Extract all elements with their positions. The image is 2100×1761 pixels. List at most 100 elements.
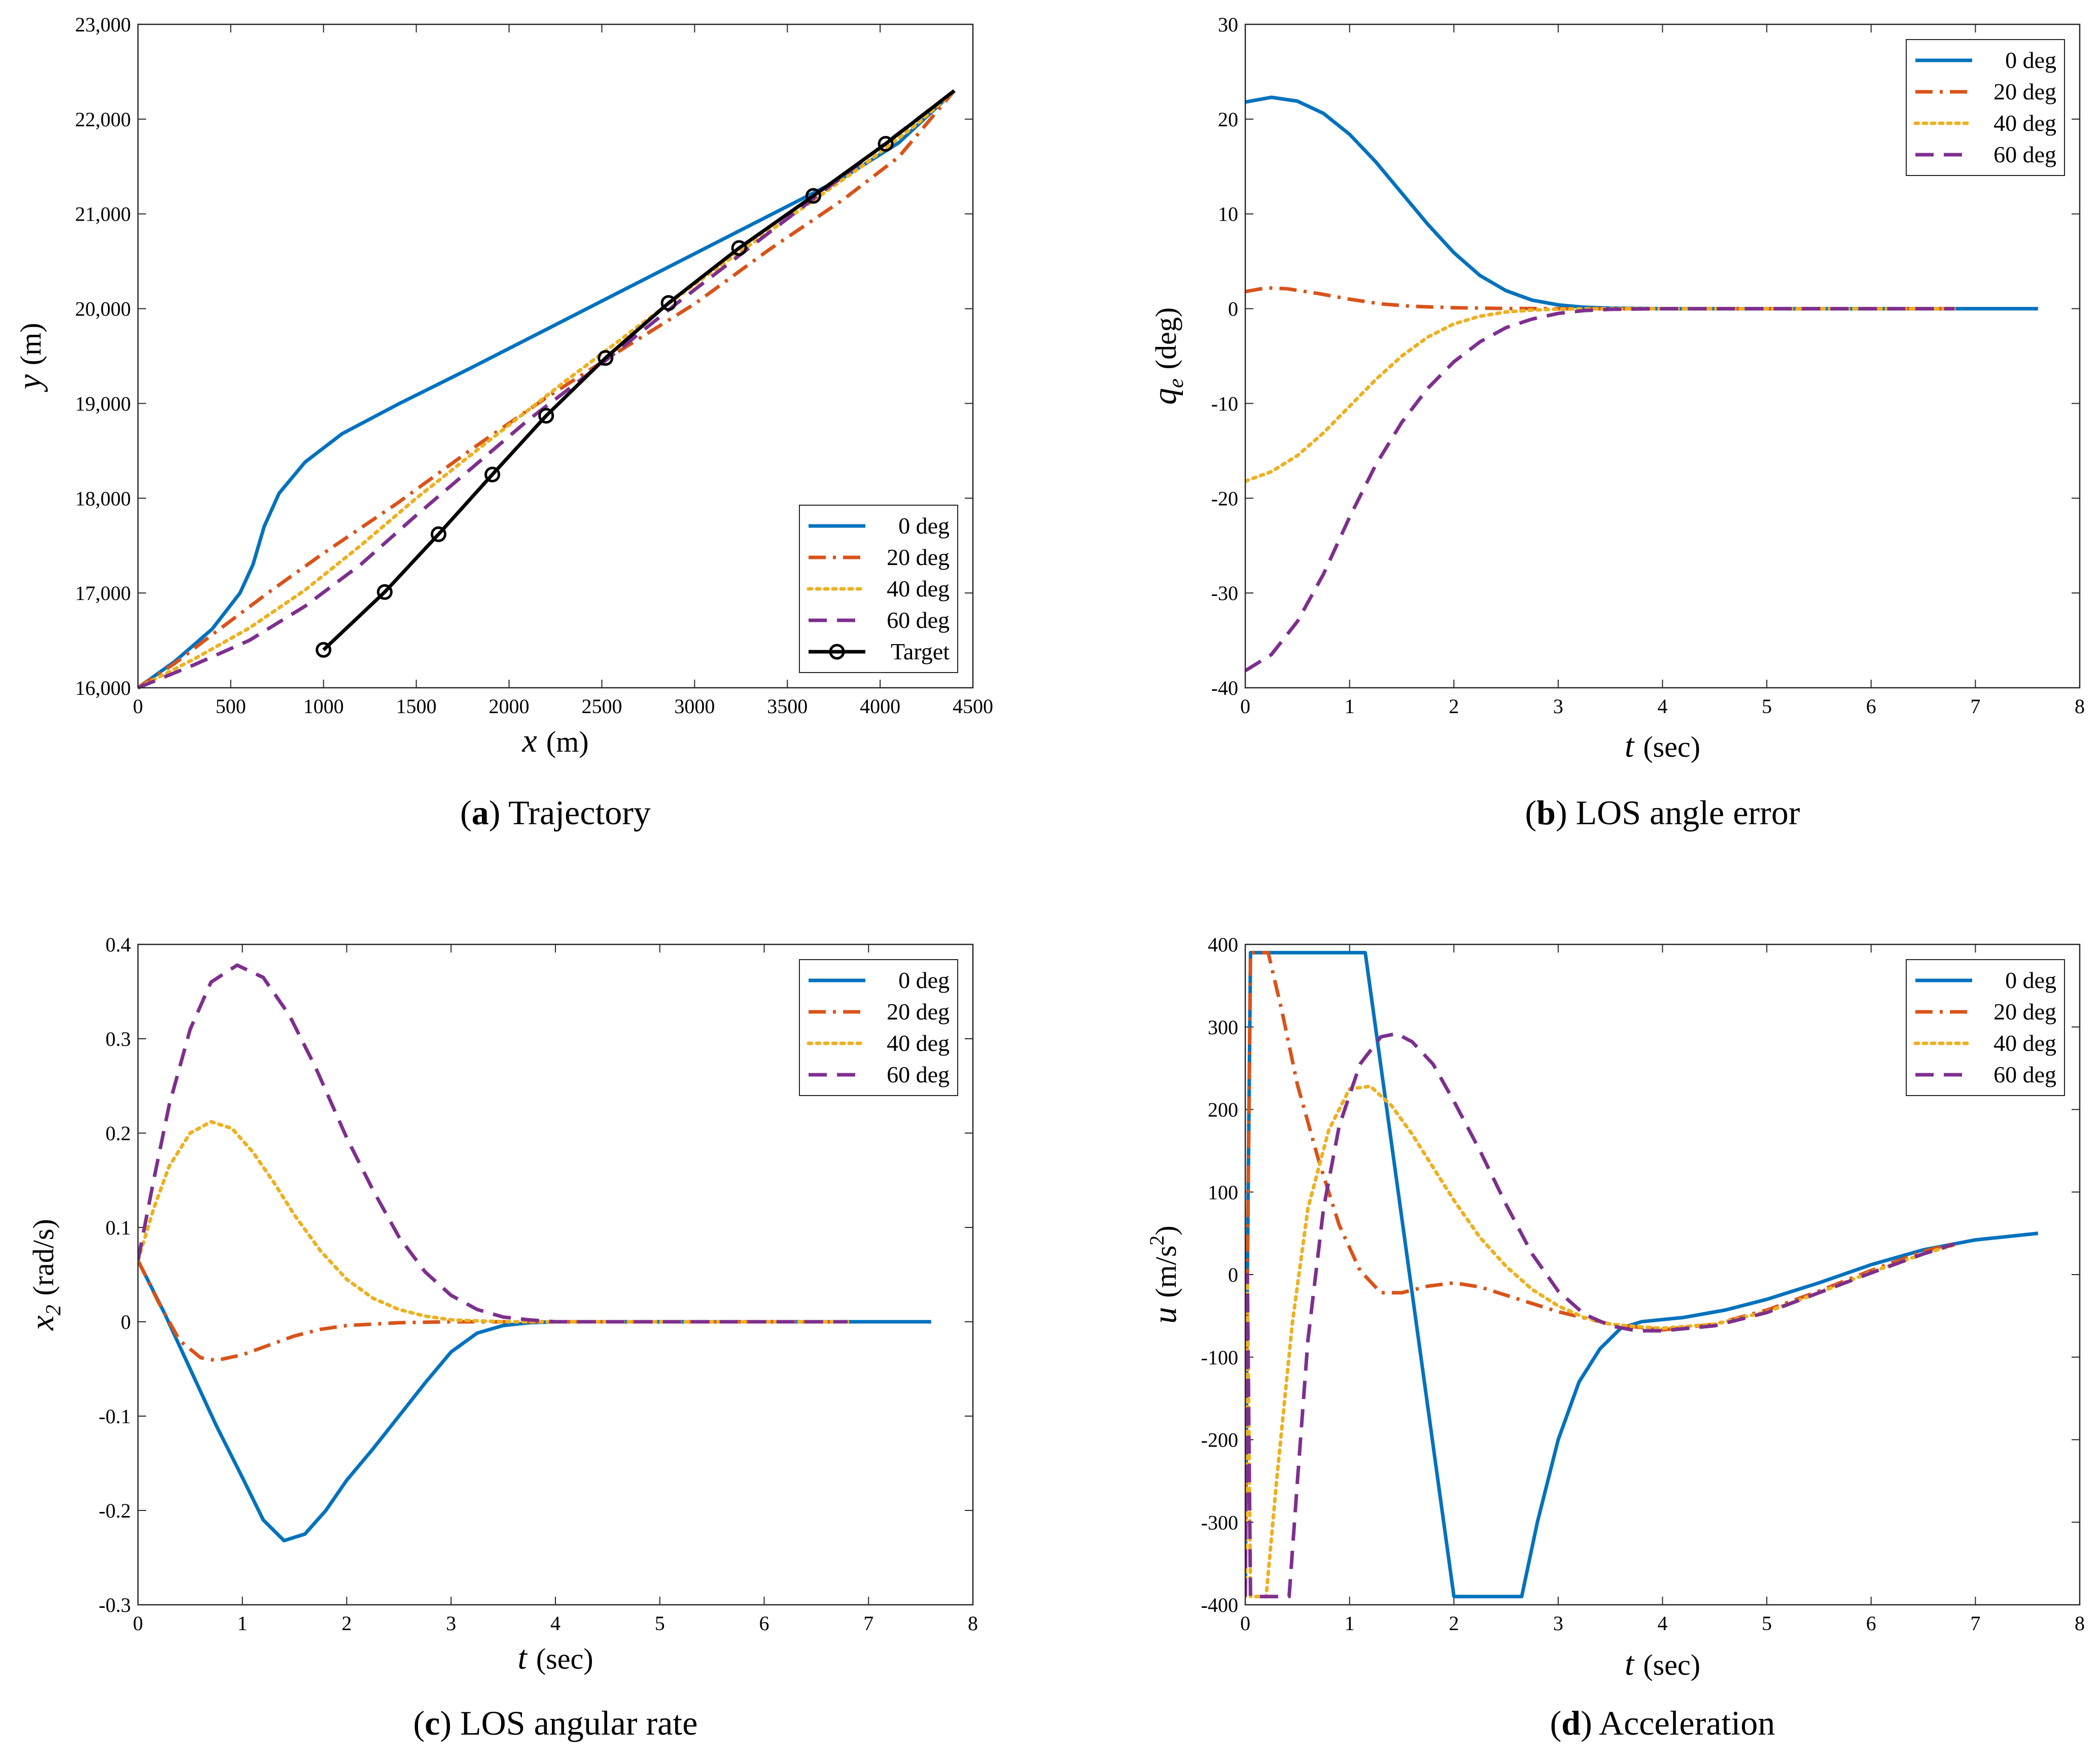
legend-label: 20 deg (1993, 999, 2056, 1025)
x-tick-label: 2500 (581, 695, 622, 718)
x-axis-label: t (sec) (1625, 1645, 1700, 1682)
x-tick-label: 1 (237, 1612, 248, 1635)
y-tick-label: 21,000 (75, 203, 131, 226)
y-tick-label: -0.3 (99, 1594, 131, 1616)
y-tick-label: 16,000 (75, 677, 131, 699)
y-tick-label: -20 (1211, 487, 1238, 510)
series-line-0-deg (138, 89, 956, 689)
series-line-60-deg (1245, 1032, 1955, 1599)
y-tick-label: -40 (1211, 677, 1238, 699)
x-tick-label: 4000 (860, 695, 900, 718)
x-tick-label: 0 (1240, 1612, 1250, 1635)
target-marker (376, 584, 393, 600)
legend-label: 40 deg (1993, 1030, 2056, 1056)
target-marker (731, 240, 747, 256)
y-tick-label: 0.3 (106, 1028, 131, 1050)
series-line-20-deg (138, 1259, 848, 1362)
legend-label: 0 deg (2005, 47, 2056, 73)
series-line-40-deg (138, 89, 956, 690)
x-tick-label: 2000 (489, 695, 530, 718)
series-group (138, 89, 956, 690)
legend-box (1906, 39, 2065, 176)
series-line-0-deg (138, 1259, 931, 1542)
x-tick-label: 5 (655, 1612, 665, 1635)
legend-label: 40 deg (1993, 110, 2056, 136)
series-line-40-deg (138, 1120, 850, 1324)
series-line-0-deg (1245, 950, 2039, 1599)
x-tick-label: 6 (1866, 695, 1876, 718)
legend-label: 60 deg (887, 607, 950, 633)
x-tick-label: 6 (1866, 1612, 1876, 1635)
x-tick-label: 8 (2075, 695, 2085, 718)
y-tick-label: 300 (1208, 1016, 1238, 1039)
series-line-60-deg (138, 89, 956, 690)
x-tick-label: 1 (1345, 1612, 1355, 1635)
legend-label: 0 deg (898, 513, 950, 539)
series-line-60-deg (1245, 307, 1955, 673)
y-tick-label: 0.1 (106, 1216, 131, 1239)
x-tick-label: 6 (759, 1612, 769, 1635)
y-axis-label: qe(deg) (1146, 307, 1188, 405)
series-line-20-deg (1245, 950, 1955, 1597)
x-tick-label: 7 (1970, 695, 1980, 718)
chart-c: 0 1 2 3 4 5 6 7 8 -0.3 -0.2 -0.1 0 0.1 0.2 0.3 0.4 0 deg 2… (24, 933, 978, 1742)
x-tick-label: 1000 (303, 695, 344, 718)
x-tick-label: 3 (446, 1612, 456, 1635)
legend-label: 20 deg (887, 544, 950, 570)
legend-label: 20 deg (887, 999, 950, 1025)
x-tick-label: 5 (1762, 1612, 1772, 1635)
axes-box (137, 943, 974, 1606)
x-tick-label: 8 (968, 1612, 978, 1635)
y-tick-label: 200 (1208, 1099, 1238, 1121)
legend-label: 60 deg (1993, 142, 2056, 167)
series-group (138, 963, 931, 1542)
legend: 0 deg 20 deg 40 deg 60 deg (799, 959, 958, 1096)
y-tick-label: 18,000 (75, 487, 131, 510)
series-line-target (322, 89, 956, 651)
y-tick-label: 0.4 (106, 933, 131, 956)
y-tick-label: -400 (1201, 1594, 1238, 1616)
x-tick-label: 3500 (767, 695, 808, 718)
y-tick-label: -0.2 (99, 1499, 131, 1522)
y-tick-label: 0 (1228, 298, 1238, 321)
y-tick-label: -300 (1201, 1511, 1238, 1534)
legend: 0 deg 20 deg 40 deg 60 deg Target (799, 505, 958, 673)
subfigure-caption: (c) LOS angular rate (413, 1704, 698, 1742)
x-tick-label: 1500 (396, 695, 437, 718)
x-axis-label: t (sec) (1625, 727, 1700, 764)
legend-label: 40 deg (887, 576, 950, 602)
y-tick-label: -10 (1211, 392, 1238, 415)
y-tick-label: 0 (1228, 1263, 1238, 1286)
y-axis-label: x2(rad/s) (24, 1219, 65, 1331)
x-tick-label: 4500 (953, 695, 993, 718)
chart-a: 0 500 1000 1500 2000 2500 3000 3500 4000 4500 16,0… (11, 13, 993, 832)
x-tick-label: 3000 (674, 695, 715, 718)
legend-label: 0 deg (898, 967, 950, 993)
target-marker (538, 408, 554, 424)
y-tick-label: 400 (1208, 933, 1238, 956)
legend-label: 40 deg (887, 1030, 950, 1056)
x-tick-label: 2 (1449, 1612, 1459, 1635)
y-tick-label: -100 (1201, 1346, 1238, 1369)
legend-label: 0 deg (2005, 967, 2056, 993)
chart-b: 0 1 2 3 4 5 6 7 8 -40 -30 -20 -10 0 10 20 30 0 deg 20 deg 4… (1146, 13, 2085, 832)
axes-box (1244, 943, 2081, 1606)
x-tick-label: 2 (1449, 695, 1459, 718)
y-axis-label: y(m) (11, 323, 48, 392)
subfigure-caption: (a) Trajectory (460, 793, 651, 832)
x-tick-label: 0 (133, 695, 143, 718)
x-tick-label: 500 (216, 695, 246, 718)
subfigure-caption: (b) LOS angle error (1525, 793, 1800, 832)
y-axis-label: u(m/s2) (1145, 1225, 1183, 1323)
y-tick-label: -200 (1201, 1429, 1238, 1452)
target-marker (805, 188, 821, 204)
legend-label: 60 deg (887, 1062, 950, 1087)
legend-label: 20 deg (1993, 79, 2056, 104)
y-tick-label: 20 (1218, 108, 1238, 131)
x-axis-label: t (sec) (517, 1639, 593, 1676)
x-tick-label: 3 (1553, 1612, 1563, 1635)
y-tick-label: 22,000 (75, 108, 131, 131)
x-tick-label: 4 (1658, 1612, 1668, 1635)
axes-box (137, 23, 974, 689)
